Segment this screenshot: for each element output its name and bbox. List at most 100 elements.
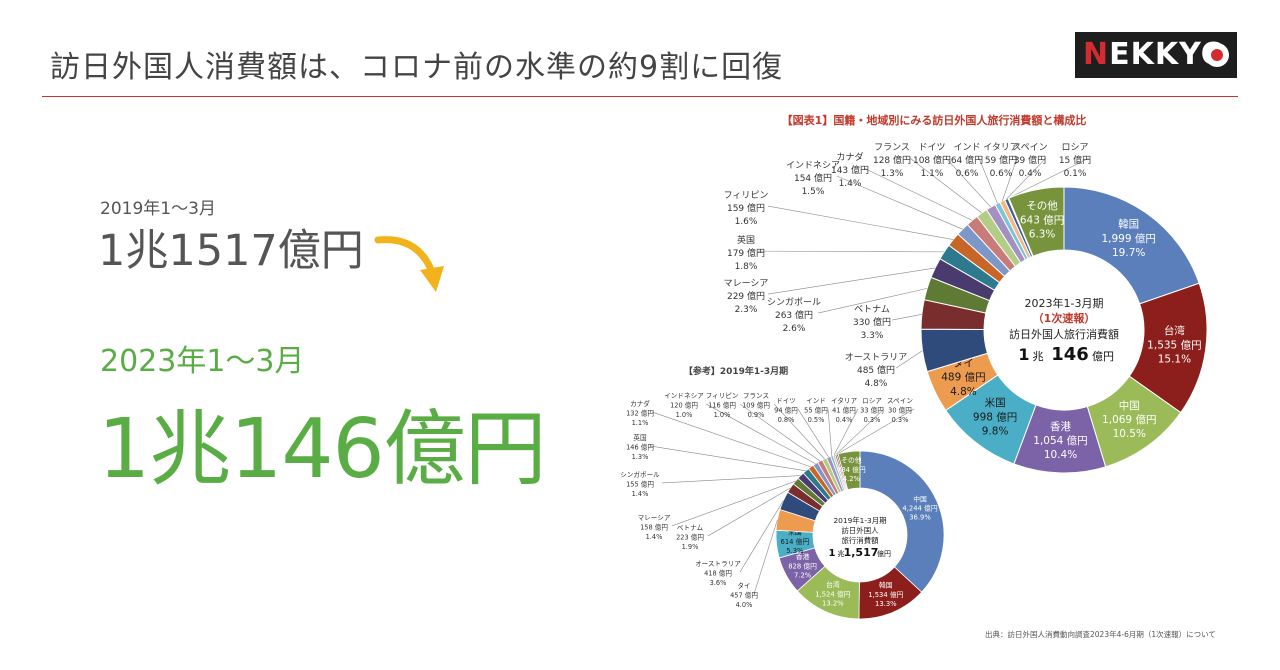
donut-2023-leader-line: [757, 250, 945, 253]
donut-2023-outside-value-label: 15 億円: [1059, 154, 1091, 166]
donut-2023-outside-name-label: スペイン: [1012, 143, 1047, 153]
donut-2023-slice-share-label: 10.4%: [1044, 449, 1077, 461]
center-2023-label: 訪日外国人旅行消費額: [1009, 327, 1119, 341]
donut-2019-outside-value-label: 158 億円: [640, 523, 668, 532]
curved-arrow-icon: [374, 236, 444, 292]
donut-2019-slice-value-label: 614 億円: [781, 537, 810, 546]
donut-2019-outside-value-label: 223 億円: [676, 533, 704, 542]
donut-2023-outside-share-label: 1.1%: [921, 169, 944, 179]
donut-2019-outside-name-label: スペイン: [887, 397, 913, 405]
donut-2023-leader-line: [1002, 158, 1018, 202]
value-2019: 1兆1517億円: [98, 226, 364, 276]
donut-2019-outside-name-label: イタリア: [831, 396, 858, 405]
donut-2023-leader-line: [891, 314, 922, 321]
donut-2019-outside-share-label: 0.8%: [778, 416, 795, 424]
donut-2019-outside-name-label: フランス: [743, 392, 769, 400]
donut-2019-leader-line: [707, 487, 791, 537]
donut-2019-outside-name-label: オーストラリア: [695, 560, 741, 568]
donut-2023-outside-name-label: フィリピン: [724, 190, 769, 201]
donut-2019-outside-share-label: 0.9%: [748, 411, 765, 419]
chart-title-2023: 【図表1】国籍・地域別にみる訪日外国人旅行消費額と構成比: [782, 113, 1087, 127]
donut-2019-slice-share-label: 4.2%: [843, 475, 861, 483]
center-2019-value-main: 1,517: [844, 546, 879, 559]
center-2019-label2: 旅行消費額: [842, 536, 880, 545]
center-2019-value-prefix: 1: [829, 548, 836, 559]
center-2023-note: （1次速報）: [1033, 311, 1096, 325]
donut-2019-outside-name-label: ロシア: [862, 397, 882, 405]
donut-2023-slice-share-label: 9.8%: [982, 425, 1009, 437]
donut-2023-outside-share-label: 1.4%: [839, 179, 862, 189]
donut-2019-leader-line: [773, 403, 825, 460]
donut-2019-slice-share-label: 5.3%: [786, 547, 804, 555]
chart-title-2019: 【参考】2019年1-3月期: [684, 365, 788, 377]
donut-2023-outside-share-label: 2.3%: [735, 305, 758, 315]
donut-2019-outside-name-label: フィリピン: [706, 392, 739, 400]
nekkyo-logo[interactable]: NEKKYO: [1075, 32, 1237, 78]
donut-2019-outside-name-label: インドネシア: [664, 392, 704, 400]
donut-2019-slice-name-label: 米国: [788, 528, 802, 537]
donut-2019-outside-value-label: 116 億円: [708, 401, 736, 410]
donut-2023-slice-share-label: 4.8%: [950, 386, 977, 398]
donut-2019-leader-line: [651, 411, 811, 468]
donut-2023-leader-line: [767, 205, 954, 240]
donut-2019-slice: [837, 450, 861, 491]
donut-2019-outside-share-label: 1.9%: [682, 543, 699, 551]
donut-2023-outside-share-label: 1.6%: [735, 217, 758, 227]
donut-2023-outside-value-label: 485 億円: [857, 364, 895, 376]
center-2023-unit2: 億円: [1092, 350, 1114, 363]
donut-2023-slice-name-label: 香港: [1050, 421, 1072, 433]
title-rule: [42, 96, 1238, 97]
donut-2019-outside-share-label: 1.0%: [676, 411, 693, 419]
donut-2023-slice-share-label: 6.3%: [1029, 228, 1056, 240]
donut-2019-outside-share-label: 1.4%: [632, 490, 649, 498]
donut-2023-leader-line: [895, 350, 923, 369]
donut-2023-slice-name-label: 台湾: [1164, 324, 1185, 337]
donut-2019-leader-line: [671, 480, 796, 527]
center-2019-label1: 訪日外国人: [842, 526, 880, 535]
donut-2019-slice-value-label: 484 億円: [837, 465, 866, 474]
donut-2019-outside-name-label: 英国: [633, 433, 647, 442]
donut-2023-outside-share-label: 1.3%: [881, 169, 904, 179]
donut-2023-outside-share-label: 3.3%: [861, 331, 884, 341]
donut-2023-outside-share-label: 2.6%: [783, 324, 806, 334]
donut-2019-outside-name-label: カナダ: [630, 399, 650, 408]
donut-2023-leader-line: [863, 167, 973, 221]
donut-2019-outside-name-label: インド: [806, 397, 826, 405]
donut-2023-outside-value-label: 39 億円: [1014, 154, 1046, 166]
center-2019-unit1: 兆: [838, 549, 845, 558]
donut-2019-leader-line: [705, 403, 816, 465]
donut-2019-outside-name-label: シンガポール: [620, 470, 660, 479]
donut-2019-slice-share-label: 7.2%: [794, 571, 812, 579]
donut-2019-slice-name-label: その他: [841, 456, 862, 465]
donut-2019-outside-value-label: 55 億円: [804, 406, 828, 415]
donut-2023-outside-share-label: 0.1%: [1064, 169, 1087, 179]
donut-2019-slice-share-label: 36.9%: [909, 514, 931, 522]
donut-2019-outside-share-label: 0.3%: [864, 416, 881, 424]
source-note: 出典：訪日外国人消費動向調査2023年4-6月期（1次速報）について: [985, 630, 1216, 639]
center-2019-period: 2019年1-3月期: [833, 516, 886, 525]
donut-2023-slice-value-label: 1,069 億円: [1102, 413, 1156, 426]
donut-2019-slice-name-label: 香港: [796, 552, 810, 561]
donut-2023-outside-value-label: 179 億円: [727, 247, 765, 259]
donut-2023-outside-name-label: オーストラリア: [845, 352, 908, 363]
center-2023-unit1: 兆: [1033, 350, 1044, 363]
donut-2019-slice-share-label: 13.3%: [875, 600, 897, 608]
donut-2019-leader-line: [837, 408, 915, 455]
donut-2023-outside-value-label: 59 億円: [985, 154, 1017, 166]
donut-2019-outside-share-label: 3.6%: [710, 579, 727, 587]
donut-2019-leader-line: [649, 445, 806, 472]
donut-2019-leader-line: [753, 519, 778, 595]
donut-2019-slice-share-label: 13.2%: [822, 599, 844, 607]
donut-2019-outside-share-label: 1.1%: [632, 419, 649, 427]
donut-2019-slice-name-label: 韓国: [879, 581, 893, 590]
donut-2023-outside-share-label: 1.8%: [735, 262, 758, 272]
donut-2023-outside-name-label: ロシア: [1061, 143, 1088, 153]
donut-2019-outside-value-label: 146 億円: [626, 443, 654, 452]
donut-2023-outside-name-label: ベトナム: [854, 304, 890, 315]
donut-2019-outside-value-label: 132 億円: [626, 409, 654, 418]
donut-2023-outside-value-label: 108 億円: [913, 154, 951, 166]
donut-2023-slice: [1008, 186, 1065, 257]
donut-2019-outside-share-label: 1.4%: [646, 533, 663, 541]
donut-2023-leader-line: [909, 157, 982, 214]
donut-2023-outside-value-label: 263 億円: [775, 309, 813, 321]
